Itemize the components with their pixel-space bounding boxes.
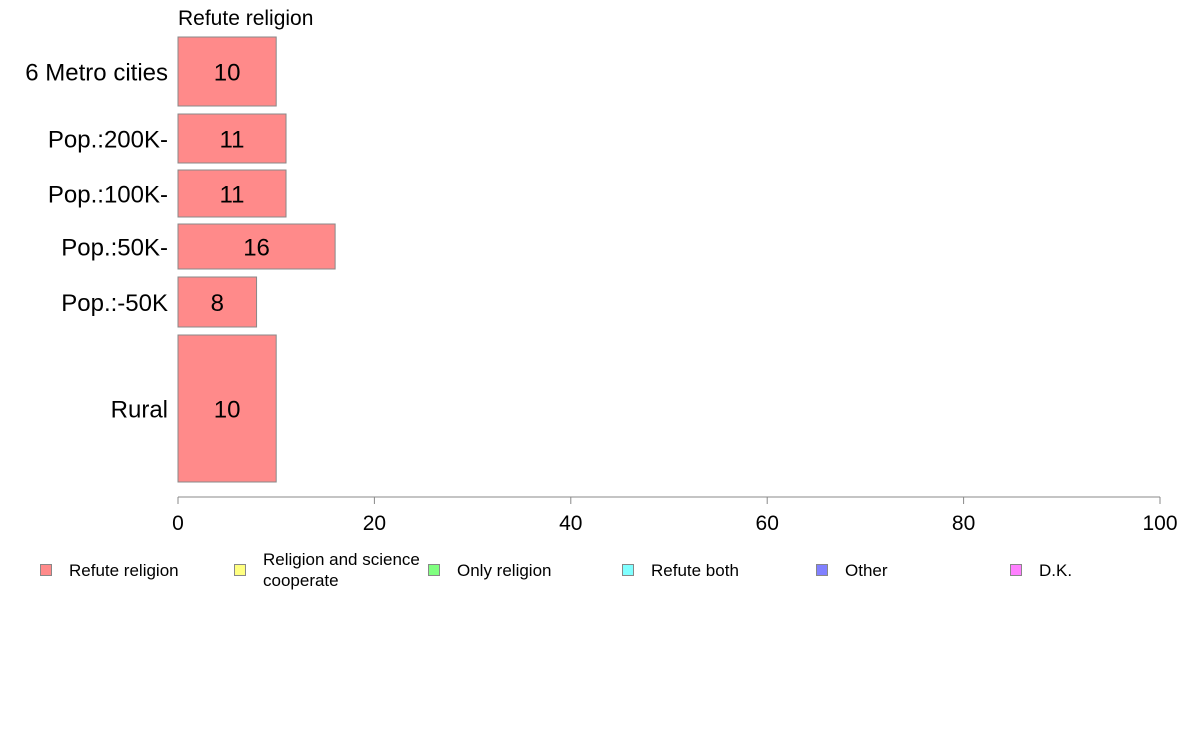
x-tick-label: 60	[756, 512, 779, 535]
bar	[177, 223, 336, 270]
legend-swatch	[1010, 564, 1022, 576]
legend-label: Other	[845, 560, 888, 580]
legend-item: Only religion	[428, 548, 552, 592]
legend-label: Religion and science cooperate	[263, 550, 420, 590]
bar	[177, 276, 258, 328]
legend-swatch	[816, 564, 828, 576]
category-label: Pop.:50K-	[61, 235, 168, 262]
category-label: Pop.:200K-	[48, 127, 168, 154]
legend-item: Refute religion	[40, 548, 179, 592]
chart-title: Refute religion	[178, 7, 313, 30]
legend-swatch	[234, 564, 246, 576]
category-label: Rural	[111, 397, 168, 424]
category-label: 6 Metro cities	[25, 60, 168, 87]
legend-label: Refute both	[651, 560, 739, 580]
legend-swatch	[40, 564, 52, 576]
legend-item: D.K.	[1010, 548, 1072, 592]
bar-value-label: 10	[214, 397, 241, 424]
x-tick-label: 20	[363, 512, 386, 535]
legend-label: Refute religion	[69, 560, 179, 580]
bar	[177, 334, 277, 483]
legend: Refute religion Religion and science coop…	[0, 548, 1188, 592]
bars-group: 10 6 Metro cities 11 Pop.:200K- 11 Pop.:100K-…	[25, 36, 336, 483]
bar-value-label: 8	[211, 290, 224, 317]
category-label: Pop.:-50K	[61, 290, 168, 317]
bar-value-label: 11	[220, 127, 245, 154]
legend-swatch	[622, 564, 634, 576]
legend-label: D.K.	[1039, 560, 1073, 580]
bar-value-label: 10	[214, 60, 241, 87]
bar	[177, 113, 287, 164]
x-tick-label: 0	[172, 512, 184, 535]
x-axis: 0 20 40 60 80 100	[172, 496, 1178, 535]
x-tick-label: 100	[1142, 512, 1177, 535]
legend-item: Refute both	[622, 548, 739, 592]
bar	[177, 36, 277, 107]
legend-label: Only religion	[457, 560, 552, 580]
bar	[177, 169, 287, 218]
x-tick-label: 80	[952, 512, 975, 535]
legend-swatch	[428, 564, 440, 576]
category-label: Pop.:100K-	[48, 182, 168, 209]
legend-item: Other	[816, 548, 888, 592]
x-tick-label: 40	[559, 512, 582, 535]
legend-item: Religion and science cooperate	[234, 548, 423, 592]
bar-value-label: 11	[220, 182, 245, 209]
bar-value-label: 16	[243, 235, 270, 262]
